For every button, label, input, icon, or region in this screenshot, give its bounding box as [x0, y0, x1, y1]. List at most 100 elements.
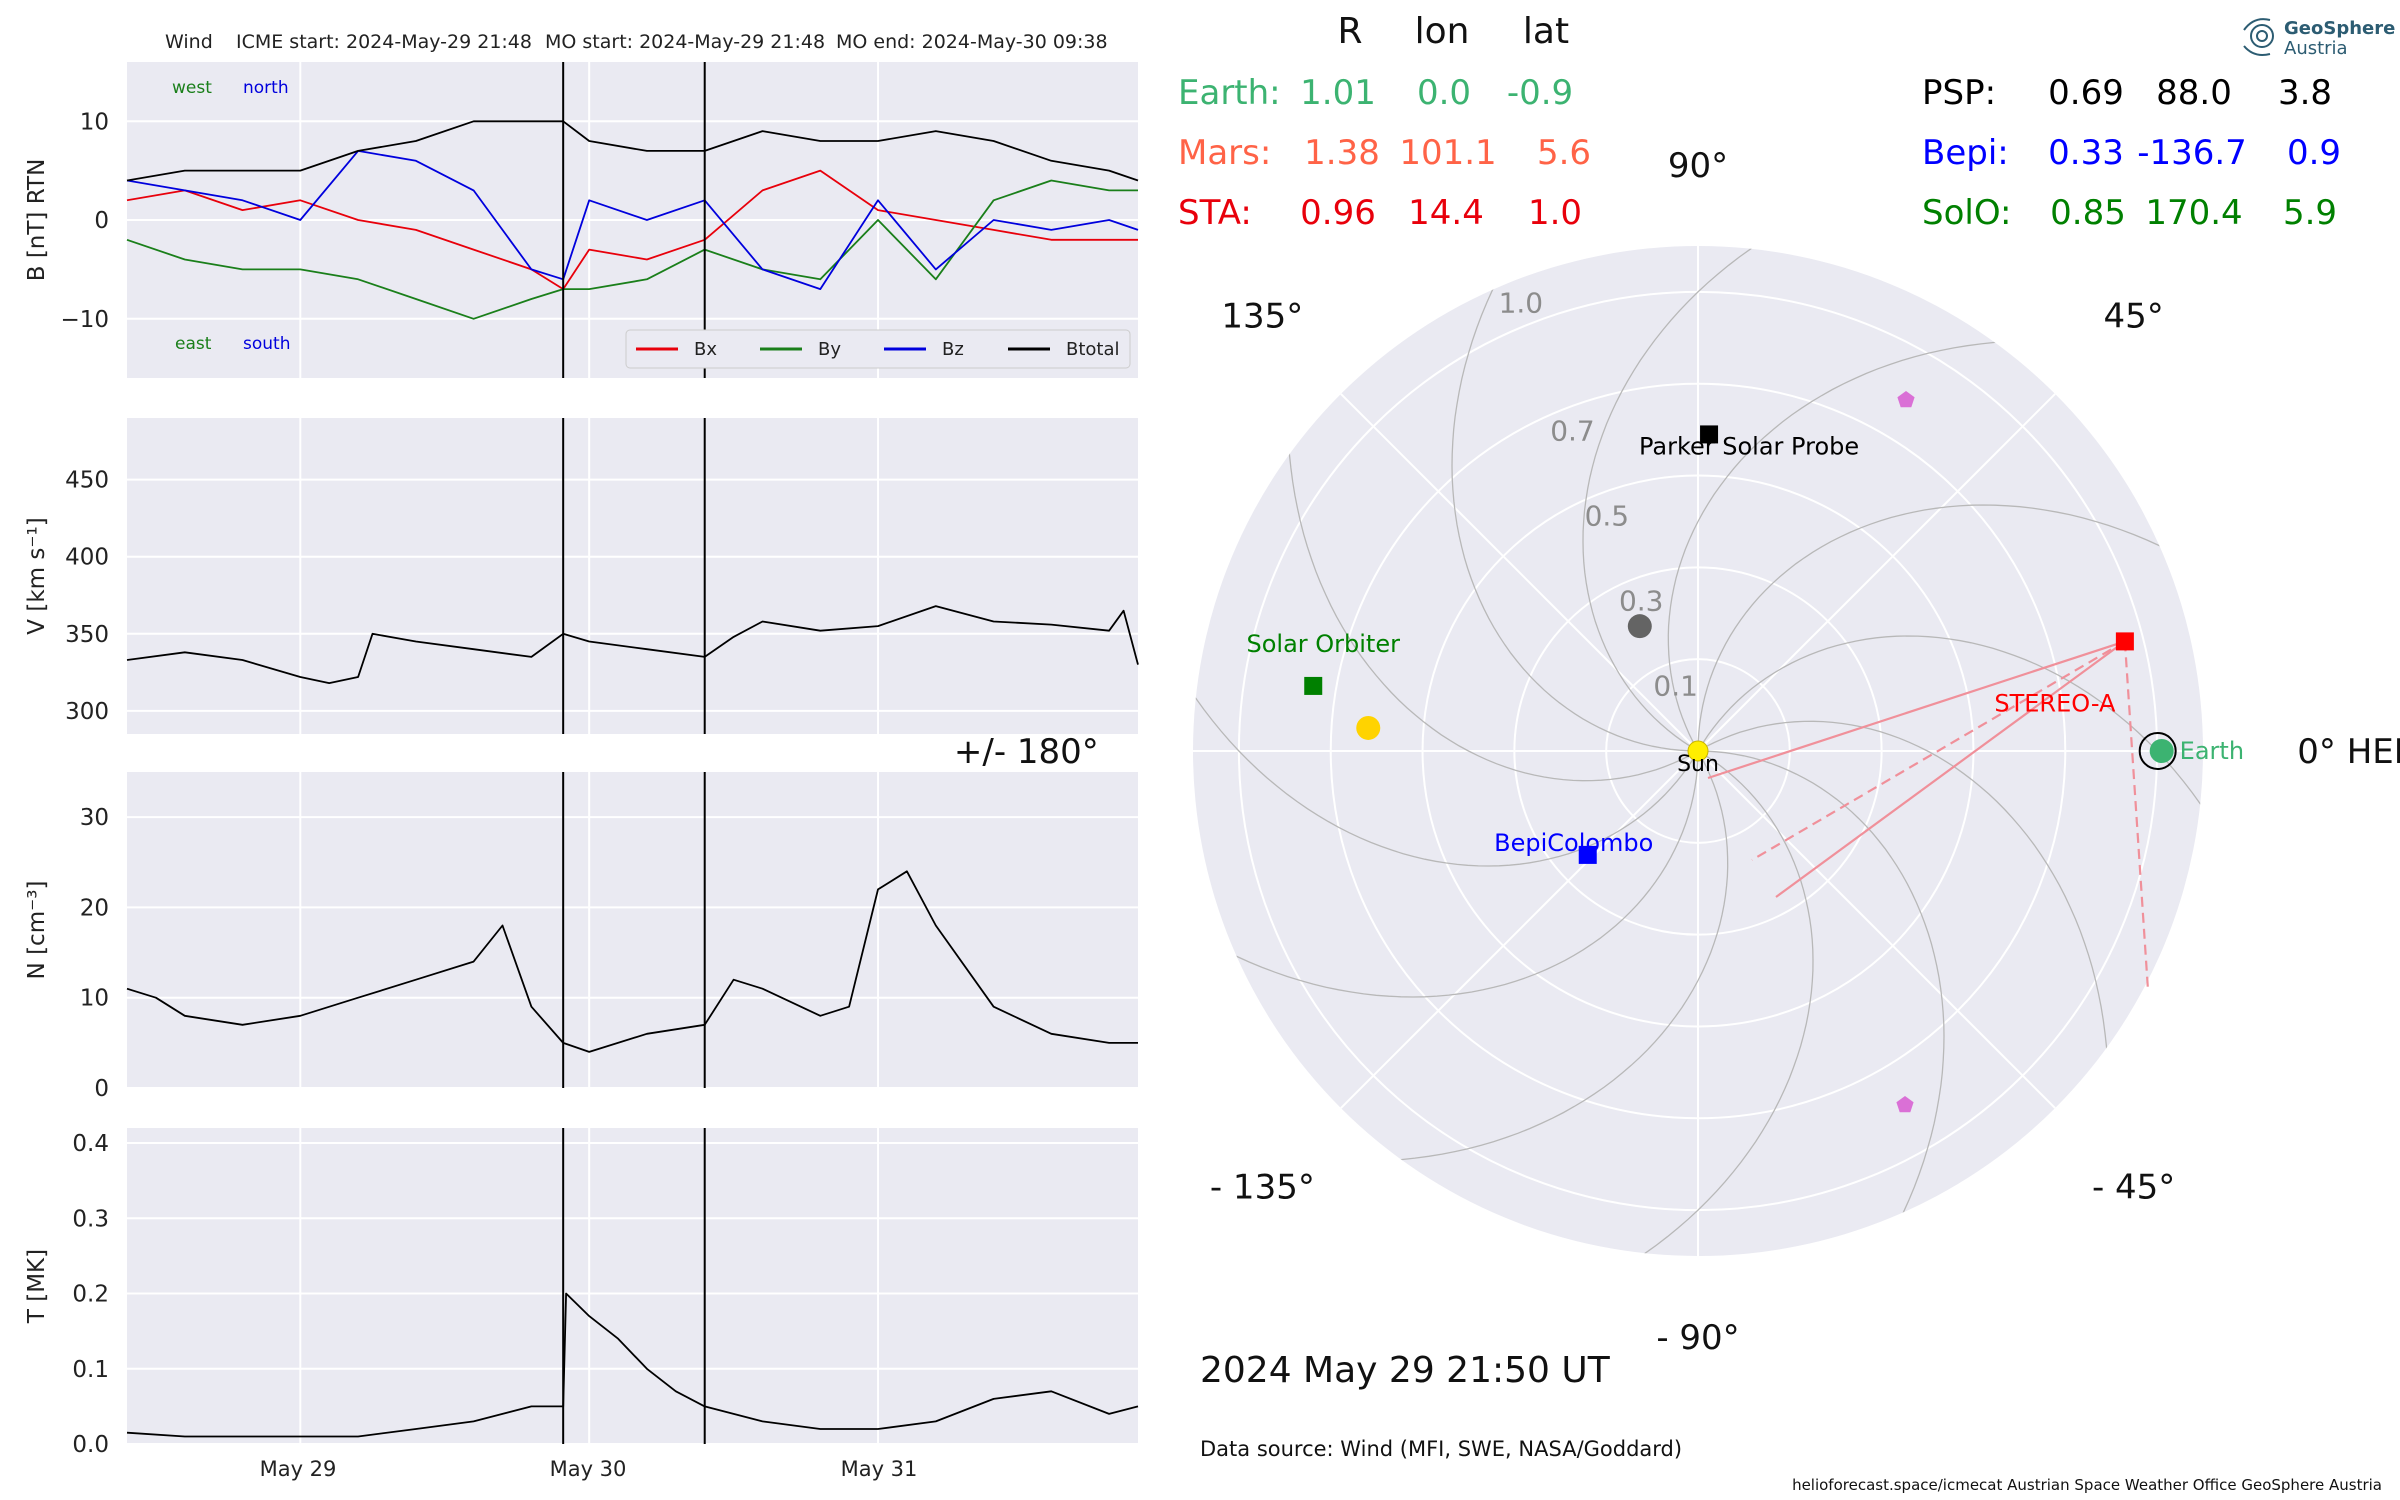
- angular-gridline: [1697, 393, 2056, 752]
- row-psp-lon: 88.0: [2156, 73, 2232, 113]
- y-tick-label: −10: [60, 307, 109, 333]
- row-sta-r: 0.96: [1300, 193, 1376, 233]
- y-tick-label: 0: [94, 1076, 109, 1102]
- y-axis-label: N [cm⁻³]: [24, 881, 50, 980]
- radial-tick-label: 0.7: [1550, 414, 1595, 447]
- legend-label-bx: Bx: [694, 339, 717, 360]
- y-axis-label: T [MK]: [24, 1249, 50, 1324]
- y-tick-label: 0.1: [72, 1357, 109, 1383]
- table-header-r: R: [1337, 11, 1362, 52]
- series-line-n: [126, 870, 1138, 1053]
- angle-label: 0° HEEQ: [2297, 732, 2400, 772]
- footer-credits: helioforecast.space/icmecat Austrian Spa…: [1792, 1476, 2382, 1494]
- y-tick-label: 0.4: [72, 1131, 109, 1157]
- marker-pentagon: [1896, 1096, 1914, 1113]
- x-tick-label-may30: May 30: [550, 1457, 627, 1481]
- radial-tick-label: 0.3: [1619, 585, 1664, 618]
- parker-spiral-line: [1697, 504, 2203, 752]
- parker-spiral-line: [1193, 750, 1699, 998]
- parker-spiral-line: [1556, 750, 1814, 1256]
- header-mo-end: MO end: 2024-May-30 09:38: [836, 31, 1108, 53]
- series-line-btotal: [126, 120, 1139, 182]
- body-label: Parker Solar Probe: [1639, 432, 1859, 460]
- parker-spiral-line: [1582, 246, 1840, 752]
- parker-spiral-line: [1193, 609, 1699, 867]
- y-tick-label: 400: [65, 545, 109, 571]
- row-psp-label: PSP:: [1922, 73, 1996, 113]
- y-tick-label: 450: [65, 468, 109, 494]
- y-tick-label: 30: [80, 805, 109, 831]
- body-label: Sun: [1677, 752, 1719, 777]
- angle-label: - 90°: [1656, 1318, 1739, 1358]
- radial-tick-label: 0.5: [1585, 499, 1630, 532]
- plot-area: [127, 1128, 1138, 1444]
- parker-spiral-line: [1697, 750, 1945, 1256]
- body-label: Solar Orbiter: [1246, 630, 1400, 658]
- marker-earth-ring: [2138, 732, 2177, 770]
- bfield-panel: 10 0 −10 B [nT] RTN: [24, 62, 1139, 378]
- logo-line2: Austria: [2284, 38, 2348, 59]
- row-solo-lon: 170.4: [2145, 193, 2242, 233]
- series-line-bz: [126, 149, 1139, 291]
- table-row-solo: SolO: 0.85 170.4 5.9: [1922, 193, 2337, 233]
- angle-label: 135°: [1221, 296, 1303, 336]
- y-axis-label: B [nT] RTN: [24, 159, 50, 282]
- row-bepi-lon: -136.7: [2137, 133, 2247, 173]
- legend-label-by: By: [818, 339, 841, 360]
- row-solo-lat: 5.9: [2283, 193, 2337, 233]
- row-earth-r: 1.01: [1300, 73, 1376, 113]
- table-header-lat: lat: [1523, 11, 1569, 52]
- marker-stereo-a: [2115, 632, 2134, 651]
- row-earth-label: Earth:: [1178, 73, 1281, 113]
- row-mars-lat: 5.6: [1537, 133, 1591, 173]
- series-line-v: [126, 605, 1139, 684]
- x-tick-label-may29: May 29: [260, 1457, 337, 1481]
- series-line-t: [126, 1292, 1139, 1438]
- row-sta-label: STA:: [1178, 193, 1252, 233]
- header-spacecraft: Wind: [165, 31, 213, 53]
- row-sta-lat: 1.0: [1528, 193, 1582, 233]
- fov-line: [2123, 641, 2150, 991]
- speed-panel: 450 400 350 300 V [km s⁻¹]: [24, 418, 1139, 734]
- row-mars-lon: 101.1: [1399, 133, 1496, 173]
- row-mars-r: 1.38: [1304, 133, 1380, 173]
- density-panel: 30 20 10 0 N [cm⁻³]: [24, 772, 1138, 1102]
- row-bepi-label: Bepi:: [1922, 133, 2009, 173]
- table-row-bepi: Bepi: 0.33 -136.7 0.9: [1922, 133, 2341, 173]
- angular-gridline: [1340, 750, 1699, 1109]
- bfield-legend: Bx By Bz Btotal: [625, 329, 1131, 369]
- legend-label-bz: Bz: [942, 339, 964, 360]
- y-tick-label: 10: [80, 986, 109, 1012]
- legend-label-btotal: Btotal: [1066, 339, 1120, 360]
- table-row-sta: STA: 0.96 14.4 1.0: [1178, 193, 1582, 233]
- row-psp-r: 0.69: [2048, 73, 2124, 113]
- parker-spiral-line: [1287, 352, 1699, 782]
- marker-sun: [1687, 740, 1709, 762]
- footer-datetime: 2024 May 29 21:50 UT: [1200, 1350, 1611, 1391]
- body-label: BepiColombo: [1494, 829, 1653, 857]
- y-tick-label: 350: [65, 622, 109, 648]
- fov-line: [1707, 640, 2126, 780]
- radial-tick-label: 0.1: [1653, 670, 1698, 703]
- temperature-panel: 0.4 0.3 0.2 0.1 0.0 T [MK]: [24, 1128, 1139, 1458]
- stereo-a-fov-lines: [1707, 640, 2150, 991]
- row-mars-label: Mars:: [1178, 133, 1271, 173]
- y-tick-label: 20: [80, 895, 109, 921]
- plot-area: [127, 772, 1138, 1088]
- table-row-mars: Mars: 1.38 101.1 5.6: [1178, 133, 1591, 173]
- row-solo-r: 0.85: [2050, 193, 2126, 233]
- orbit-polar-plot: 90° 45° 0° HEEQ - 45° - 90° - 135° +/- 180° 135…: [954, 146, 2400, 1358]
- y-tick-label: 0.2: [72, 1282, 109, 1308]
- parker-spiral-line: [1697, 635, 2203, 893]
- annotation-west: west: [172, 78, 212, 98]
- table-header-lon: lon: [1415, 11, 1470, 52]
- angle-label: 90°: [1668, 146, 1728, 186]
- row-earth-lat: -0.9: [1507, 73, 1573, 113]
- series-line-by: [126, 179, 1138, 320]
- y-tick-label: 0.0: [72, 1432, 109, 1458]
- parker-spirals: [1193, 246, 2203, 1256]
- body-label: STEREO-A: [1994, 689, 2116, 717]
- angular-gridline: [1340, 393, 1699, 752]
- fov-line: [1751, 640, 2126, 861]
